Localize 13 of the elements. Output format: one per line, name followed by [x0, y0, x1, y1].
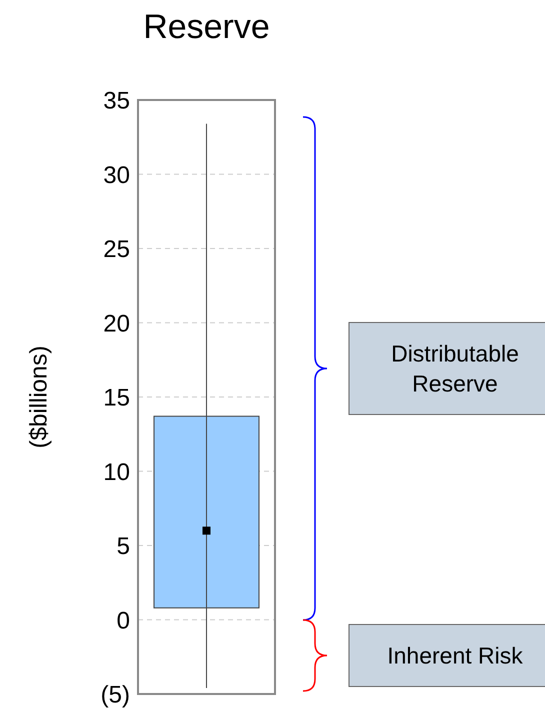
y-tick-label: 30 — [103, 162, 130, 189]
y-tick-label: 20 — [103, 310, 130, 338]
y-tick-label: 35 — [103, 88, 130, 115]
chart-title: Reserve — [142, 8, 271, 47]
text: Distributable Reserve — [391, 340, 519, 396]
y-tick-label: (5) — [100, 682, 130, 709]
y-axis-title: ($billions) — [26, 346, 53, 448]
y-tick-label: 0 — [116, 607, 130, 634]
y-tick-label: 25 — [103, 236, 130, 264]
y-tick-label: 5 — [116, 533, 130, 560]
y-tick-label: 10 — [103, 458, 130, 486]
text: Inherent Risk — [387, 642, 524, 668]
y-tick-label: 15 — [103, 384, 130, 412]
